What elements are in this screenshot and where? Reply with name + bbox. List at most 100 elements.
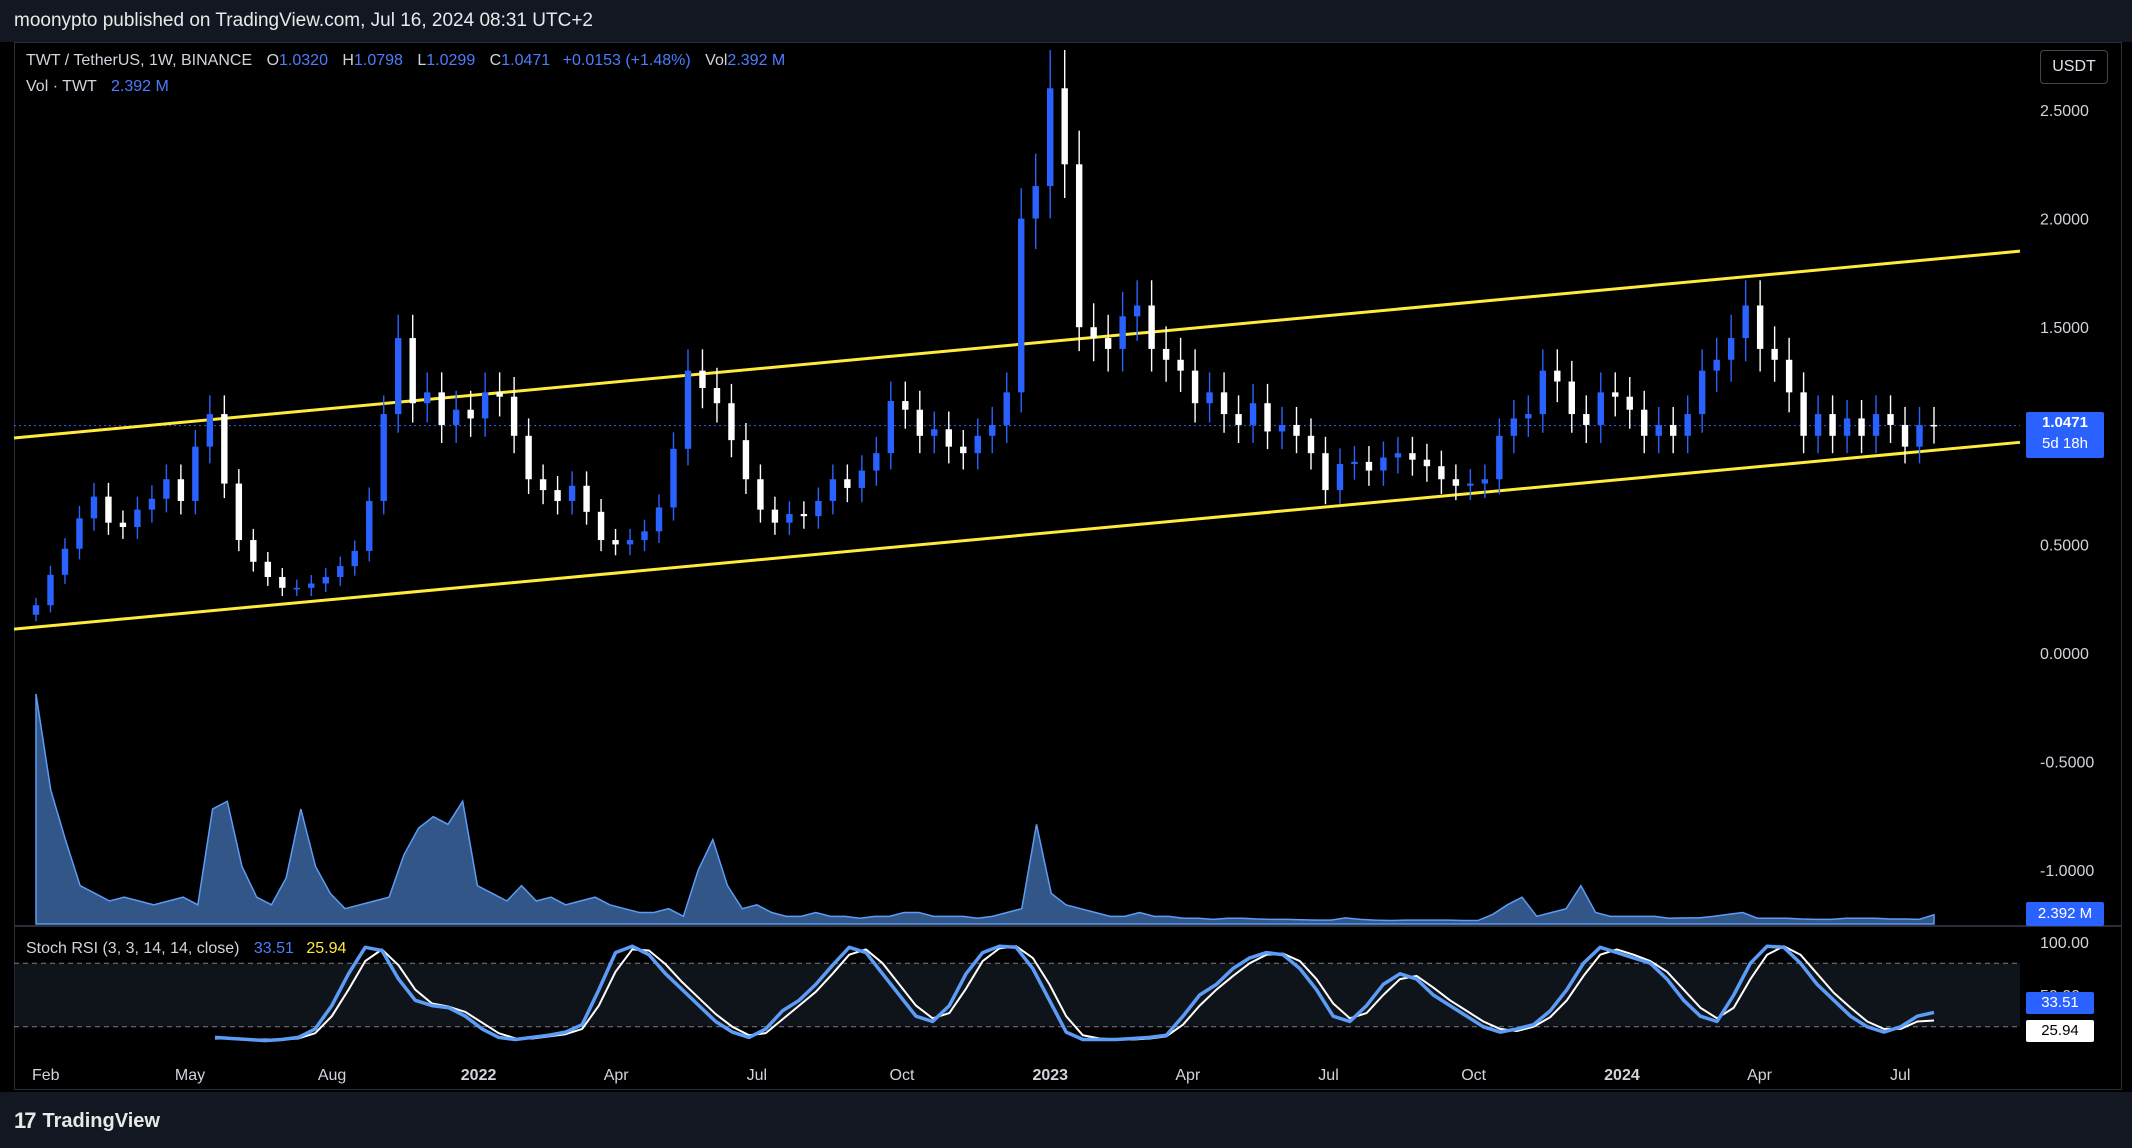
low-label: L (417, 52, 427, 69)
candle-body (1713, 359, 1720, 371)
candle-body (757, 479, 764, 510)
candle-body (308, 583, 315, 588)
candle-body (1814, 414, 1822, 436)
candle-body (568, 485, 576, 501)
stoch-k-line (214, 944, 1935, 1043)
ohlc-legend: TWT / TetherUS, 1W, BINANCE O1.0320 H1.0… (26, 52, 785, 70)
candle-body (1742, 305, 1749, 339)
time-tick-label: 2024 (1604, 1067, 1640, 1084)
candle-body (163, 479, 170, 499)
candle-body (496, 392, 503, 397)
volume-area (35, 693, 1935, 925)
volume-value: 2.392 M (727, 52, 786, 69)
candle-body (90, 496, 98, 519)
candle-body (684, 370, 692, 449)
candle-body (829, 479, 837, 501)
last-price-tag: 1.0471 5d 18h (2026, 412, 2104, 458)
candle-body (395, 338, 402, 415)
price-tick-label: 1.5000 (2040, 320, 2089, 337)
tradingview-logo[interactable]: 17 TradingView (14, 1108, 160, 1134)
candle-body (1148, 305, 1155, 349)
price-tick-label: 0.0000 (2040, 646, 2089, 663)
change-value: +0.0153 (+1.48%) (562, 52, 691, 69)
time-tick-label: May (175, 1067, 205, 1084)
candle-body (1510, 418, 1518, 436)
candle-body (1684, 414, 1691, 436)
candle-body (148, 498, 156, 510)
open-value: 1.0320 (279, 52, 328, 69)
candle-body (670, 448, 677, 508)
stoch-d-line (215, 945, 1935, 1041)
candle-body (931, 429, 938, 436)
candle-body (655, 507, 663, 532)
candle-body (510, 396, 518, 436)
channel-upper-line (13, 249, 2021, 440)
candle-body (1670, 424, 1677, 436)
stoch-d-tag: 25.94 (2026, 1020, 2094, 1042)
stoch-label[interactable]: Stoch RSI (3, 3, 14, 14, close) (26, 940, 240, 957)
volume-series-label[interactable]: Vol · TWT (26, 78, 97, 95)
candle-body (1771, 348, 1778, 360)
time-tick-label: Apr (604, 1067, 630, 1084)
time-tick-label: Jul (747, 1067, 767, 1084)
candle-body (612, 540, 619, 545)
candle-body (192, 446, 199, 501)
candle-body (221, 414, 228, 484)
publisher-line: moonypto published on TradingView.com, J… (14, 10, 593, 31)
candle-body (771, 509, 779, 523)
candle-body (366, 500, 373, 551)
candle-body (1901, 424, 1909, 447)
stoch-tick-label: 100.00 (2040, 935, 2089, 952)
candle-body (1727, 338, 1735, 360)
volume-label: Vol (705, 52, 728, 69)
candle-body (1307, 435, 1315, 454)
candle-body (1930, 424, 1938, 427)
currency-button[interactable]: USDT (2040, 50, 2108, 84)
time-tick-label: Feb (32, 1067, 60, 1084)
candle-body (1423, 459, 1431, 467)
candle-body (1394, 453, 1402, 458)
candle-body (1119, 316, 1126, 349)
volume-legend: Vol · TWT 2.392 M (26, 78, 169, 96)
price-tick-label: -1.0000 (2040, 863, 2094, 880)
candle-body (467, 409, 474, 419)
candle-body (1018, 218, 1025, 393)
candle-body (974, 435, 981, 454)
candle-body (1467, 483, 1474, 486)
candle-body (1206, 392, 1213, 404)
price-tick-label: 2.5000 (2040, 103, 2089, 120)
candle-body (1800, 392, 1807, 436)
candle-body (1887, 414, 1894, 425)
candle-body (1075, 164, 1083, 328)
candle-body (1249, 403, 1257, 425)
candle-body (1220, 392, 1228, 415)
candle-body (1090, 327, 1097, 339)
candle-body (1235, 414, 1242, 425)
candle-body (1698, 370, 1706, 415)
candle-body (742, 440, 750, 480)
stoch-legend: Stoch RSI (3, 3, 14, 14, close) 33.51 25… (26, 940, 346, 958)
candle-body (1032, 186, 1039, 219)
candle-body (1568, 381, 1575, 415)
footer-bar (0, 1092, 2132, 1148)
time-tick-label: 2023 (1032, 1067, 1068, 1084)
symbol-label[interactable]: TWT / TetherUS, 1W, BINANCE (26, 52, 253, 69)
close-value: 1.0471 (501, 52, 551, 69)
candle-body (728, 403, 735, 441)
publish-header: moonypto published on TradingView.com, J… (0, 0, 2132, 42)
candle-body (844, 479, 851, 488)
candle-body (1597, 392, 1604, 425)
candle-body (1003, 392, 1010, 425)
bar-countdown: 5d 18h (2042, 435, 2088, 452)
candle-body (1916, 424, 1923, 447)
volume-series-value: 2.392 M (110, 78, 169, 95)
time-tick-label: Jul (1318, 1067, 1338, 1084)
candle-body (1554, 370, 1561, 382)
candle-body (1525, 414, 1532, 419)
candle-body (1278, 424, 1286, 432)
candle-body (206, 414, 214, 447)
candle-body (1409, 453, 1416, 460)
time-tick-label: Aug (318, 1067, 346, 1084)
candle-body (380, 414, 387, 501)
